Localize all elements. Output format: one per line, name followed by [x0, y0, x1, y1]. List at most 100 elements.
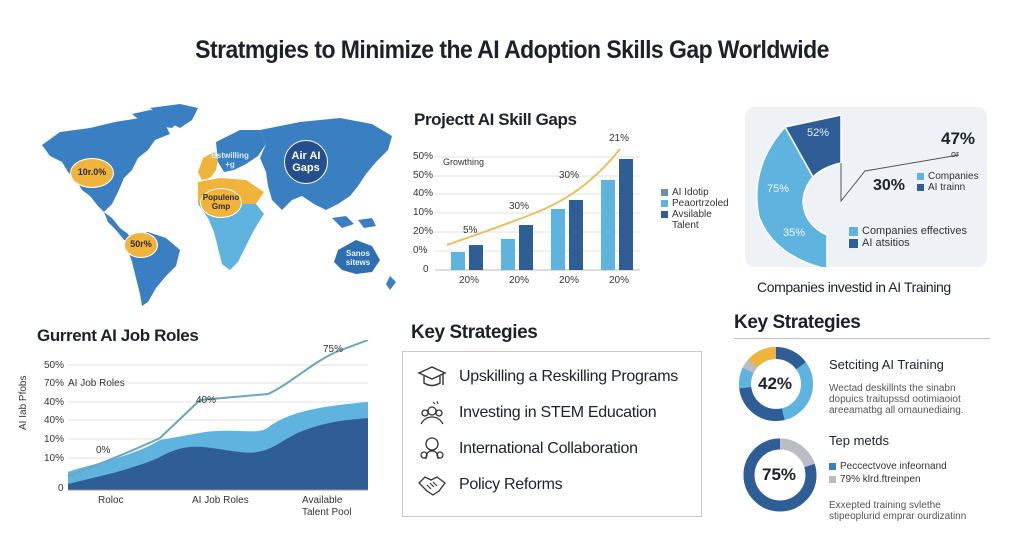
- x-tick: AI Job Roles: [192, 495, 249, 506]
- bar-chart-plot: [435, 148, 640, 271]
- strategy-label: Policy Reforms: [459, 476, 563, 493]
- y-tick: 0: [58, 483, 64, 494]
- block2-heading: Tep metds: [829, 433, 889, 448]
- area-chart: 50% 70% 40% 40% 10% 10% 0 AI Iab Pfobs A…: [0, 339, 400, 530]
- map-badge-south-america: 50r%: [124, 232, 158, 258]
- key-strategies-right-title: Key Strategies: [734, 312, 861, 333]
- x-tick: 20%: [559, 275, 580, 286]
- donut-42-chart: [739, 347, 813, 421]
- legend-swatch-icon: [849, 226, 858, 236]
- legend-item: Peaortrzoled: [661, 198, 729, 209]
- page-title: Stratmgies to Minimize the AI Adoption S…: [195, 36, 829, 64]
- map-badge-asia: Air AI Gaps: [284, 140, 328, 184]
- divider: [734, 338, 990, 339]
- collaboration-people-icon: [420, 437, 444, 460]
- legend-item: AI trainn: [917, 182, 979, 193]
- y-tick: 20%: [413, 226, 434, 237]
- group-people-icon: [420, 400, 444, 425]
- strategy-label: Investing in STEM Education: [459, 404, 657, 421]
- legend-item: AI atsitios: [849, 237, 967, 249]
- x-tick: 20%: [459, 275, 480, 286]
- slice-label: 35%: [783, 227, 806, 239]
- point-label: 21%: [609, 133, 630, 144]
- legend-swatch-icon: [661, 188, 668, 196]
- y-tick: 10%: [44, 453, 65, 464]
- strategy-item: Investing in STEM Education: [417, 398, 657, 428]
- slice-label: 52%: [807, 127, 830, 139]
- bar-chart-title: Projectt AI Skill Gaps: [414, 110, 577, 129]
- legend-swatch-icon: [917, 183, 924, 191]
- big-percentage: 47%: [941, 129, 976, 148]
- y-tick: 40%: [44, 397, 65, 408]
- legend-item: 79% klrd.ftreinpen: [829, 473, 947, 486]
- point-label: 40%: [196, 395, 217, 406]
- bar-chart-annotation: Growthing: [443, 157, 485, 167]
- legend-swatch-icon: [661, 199, 668, 207]
- x-tick: Roloc: [98, 495, 124, 506]
- map-badge-africa: Populeno Gmp: [200, 188, 242, 218]
- legend-item: AI Idotip: [661, 187, 729, 198]
- strategy-item: International Collaboration: [417, 434, 638, 464]
- y-tick: 10%: [413, 207, 434, 218]
- handshake-icon: [418, 476, 446, 496]
- point-label: 0%: [96, 445, 111, 456]
- map-label-oceania: Sanos sitews: [345, 249, 371, 267]
- donut-75-center: 75%: [762, 465, 797, 484]
- legend-item-cont: Talent: [672, 220, 699, 231]
- area-chart-title: Gurrent AI Job Roles: [37, 326, 199, 345]
- point-label: 75%: [323, 344, 344, 355]
- point-label: 30%: [559, 170, 580, 181]
- y-tick: 0: [423, 264, 429, 275]
- y-tick: 70%: [44, 378, 65, 389]
- legend-swatch-icon: [917, 172, 924, 180]
- block2-text: Exxepted training svlethe stipeoplurid e…: [829, 500, 967, 522]
- bar-chart-legend: AI Idotip Peaortrzoled Avsilable Talent: [661, 187, 729, 231]
- block1-heading: Setciting AI Training: [829, 357, 944, 372]
- y-tick: 50%: [413, 170, 434, 181]
- donut-legend-bottom: Companies effectives AI atsitios: [849, 225, 967, 249]
- legend-item: Companies effectives: [849, 225, 967, 237]
- legend-swatch-icon: [829, 462, 836, 470]
- slice-label: 75%: [767, 183, 790, 195]
- companies-training-card: 52% 75% 35% 47% or 30% Companies AI trai…: [745, 107, 987, 270]
- strategy-label: International Collaboration: [459, 440, 638, 457]
- key-strategies-list: Upskilling a Reskilling Programs Investi…: [402, 351, 702, 517]
- x-tick: Talent Pool: [302, 507, 352, 518]
- or-label: or: [951, 149, 960, 159]
- graduation-cap-icon: [417, 366, 447, 387]
- y-axis-label: AI Iab Pfobs: [18, 375, 29, 430]
- strategy-item: Policy Reforms: [417, 470, 563, 500]
- block1-text: Wectad deskillnts the sinabn dopuics tra…: [829, 383, 964, 416]
- donut-42-center: 42%: [758, 374, 793, 393]
- map-label-europe: Bstwilling +g: [211, 151, 249, 169]
- bar-chart: 50% 50% 40% 10% 20% 0% 0 Growthing 20% 2…: [405, 133, 735, 295]
- x-tick: 20%: [609, 275, 630, 286]
- x-tick: 20%: [509, 275, 530, 286]
- y-tick: 40%: [44, 415, 65, 426]
- donut-legend-top: Companies AI trainn: [917, 171, 979, 193]
- key-strategies-title: Key Strategies: [411, 322, 538, 343]
- point-label: 30%: [509, 201, 530, 212]
- legend-item: Peccectvove infeornand: [829, 460, 947, 473]
- point-label: 5%: [463, 225, 478, 236]
- mid-percentage: 30%: [873, 177, 906, 194]
- y-tick: 0%: [413, 245, 428, 256]
- legend-swatch-icon: [829, 475, 836, 483]
- legend-swatch-icon: [661, 210, 668, 218]
- y-tick: 10%: [44, 434, 65, 445]
- map-badge-north-america: 10r.0%: [70, 158, 114, 188]
- legend-swatch-icon: [849, 238, 858, 248]
- world-map: 10r.0% 50r% Bstwilling +g Populeno Gmp A…: [20, 100, 400, 310]
- strategy-item: Upskilling a Reskilling Programs: [417, 362, 678, 392]
- legend-item: Avsilable: [661, 209, 729, 220]
- y-tick: 50%: [413, 151, 434, 162]
- area-chart-plot: [67, 339, 369, 491]
- donut-caption: Companies investid in AI Training: [757, 279, 951, 295]
- area-chart-annotation: AI Job Roles: [68, 378, 125, 389]
- strategy-label: Upskilling a Reskilling Programs: [459, 368, 678, 385]
- y-tick: 40%: [413, 188, 434, 199]
- y-tick: 50%: [44, 360, 65, 371]
- donut-75-chart: [743, 438, 817, 512]
- x-tick: Available: [302, 495, 343, 506]
- block2-legend: Peccectvove infeornand 79% klrd.ftreinpe…: [829, 460, 947, 486]
